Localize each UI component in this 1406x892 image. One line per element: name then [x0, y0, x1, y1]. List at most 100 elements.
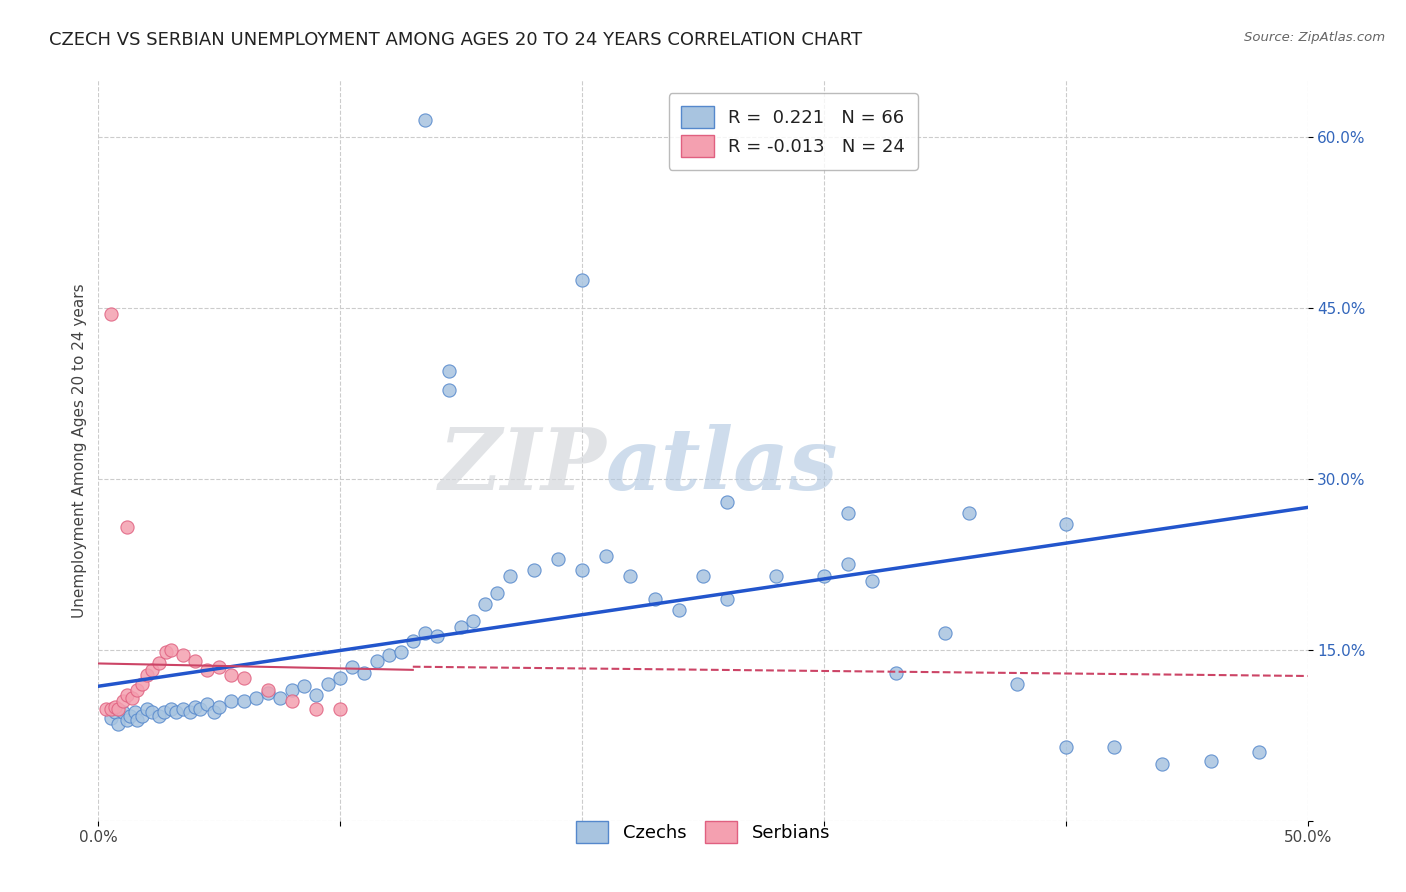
Text: atlas: atlas: [606, 424, 839, 507]
Text: Source: ZipAtlas.com: Source: ZipAtlas.com: [1244, 31, 1385, 45]
Point: [571, 272, 593, 286]
Point: [117, 689, 139, 703]
Point: [127, 682, 149, 697]
Text: CZECH VS SERBIAN UNEMPLOYMENT AMONG AGES 20 TO 24 YEARS CORRELATION CHART: CZECH VS SERBIAN UNEMPLOYMENT AMONG AGES…: [49, 31, 862, 49]
Point: [117, 714, 139, 728]
Point: [94, 702, 117, 716]
Point: [124, 706, 146, 720]
Point: [195, 663, 218, 677]
Point: [208, 660, 231, 674]
Point: [281, 694, 304, 708]
Point: [305, 702, 328, 716]
Point: [486, 586, 509, 600]
Point: [172, 648, 194, 663]
Point: [232, 671, 254, 685]
Point: [426, 629, 449, 643]
Point: [498, 568, 520, 582]
Point: [716, 591, 738, 606]
Point: [813, 568, 835, 582]
Point: [221, 694, 243, 708]
Point: [141, 706, 163, 720]
Point: [292, 679, 315, 693]
Point: [437, 364, 460, 378]
Point: [377, 648, 399, 663]
Point: [644, 591, 666, 606]
Point: [111, 706, 134, 720]
Point: [269, 690, 291, 705]
Point: [184, 699, 207, 714]
Point: [256, 682, 278, 697]
Point: [450, 620, 472, 634]
Point: [547, 551, 569, 566]
Point: [716, 494, 738, 508]
Point: [668, 603, 690, 617]
Point: [131, 677, 153, 691]
Point: [837, 558, 859, 572]
Point: [160, 702, 183, 716]
Point: [692, 568, 714, 582]
Point: [184, 654, 207, 668]
Point: [957, 506, 980, 520]
Point: [595, 549, 617, 564]
Point: [111, 694, 134, 708]
Point: [117, 520, 139, 534]
Point: [131, 709, 153, 723]
Point: [121, 690, 143, 705]
Point: [127, 714, 149, 728]
Point: [107, 716, 129, 731]
Point: [342, 660, 364, 674]
Point: [619, 568, 641, 582]
Point: [316, 677, 339, 691]
Point: [100, 307, 122, 321]
Point: [523, 563, 546, 577]
Point: [152, 706, 174, 720]
Point: [366, 654, 388, 668]
Point: [329, 702, 352, 716]
Point: [100, 711, 122, 725]
Point: [765, 568, 787, 582]
Point: [104, 699, 127, 714]
Point: [413, 113, 436, 128]
Point: [934, 625, 956, 640]
Point: [165, 706, 187, 720]
Point: [160, 642, 183, 657]
Point: [188, 702, 211, 716]
Point: [1199, 755, 1222, 769]
Point: [107, 702, 129, 716]
Point: [1054, 517, 1077, 532]
Point: [281, 682, 304, 697]
Point: [389, 645, 412, 659]
Point: [256, 686, 278, 700]
Point: [232, 694, 254, 708]
Point: [437, 383, 460, 397]
Point: [305, 689, 328, 703]
Point: [571, 563, 593, 577]
Point: [474, 597, 496, 611]
Point: [104, 706, 127, 720]
Point: [221, 668, 243, 682]
Point: [886, 665, 908, 680]
Point: [155, 645, 177, 659]
Text: ZIP: ZIP: [439, 424, 606, 507]
Point: [148, 657, 170, 671]
Point: [141, 663, 163, 677]
Point: [1152, 756, 1174, 771]
Point: [329, 671, 352, 685]
Point: [172, 702, 194, 716]
Point: [402, 633, 425, 648]
Point: [1249, 745, 1271, 759]
Legend: Czechs, Serbians: Czechs, Serbians: [567, 813, 839, 853]
Point: [245, 690, 267, 705]
Y-axis label: Unemployment Among Ages 20 to 24 years: Unemployment Among Ages 20 to 24 years: [72, 283, 87, 618]
Point: [204, 706, 226, 720]
Point: [413, 625, 436, 640]
Point: [100, 702, 122, 716]
Point: [208, 699, 231, 714]
Point: [837, 506, 859, 520]
Point: [195, 698, 218, 712]
Point: [1102, 739, 1125, 754]
Point: [353, 665, 375, 680]
Point: [860, 574, 883, 589]
Point: [463, 615, 485, 629]
Point: [135, 668, 157, 682]
